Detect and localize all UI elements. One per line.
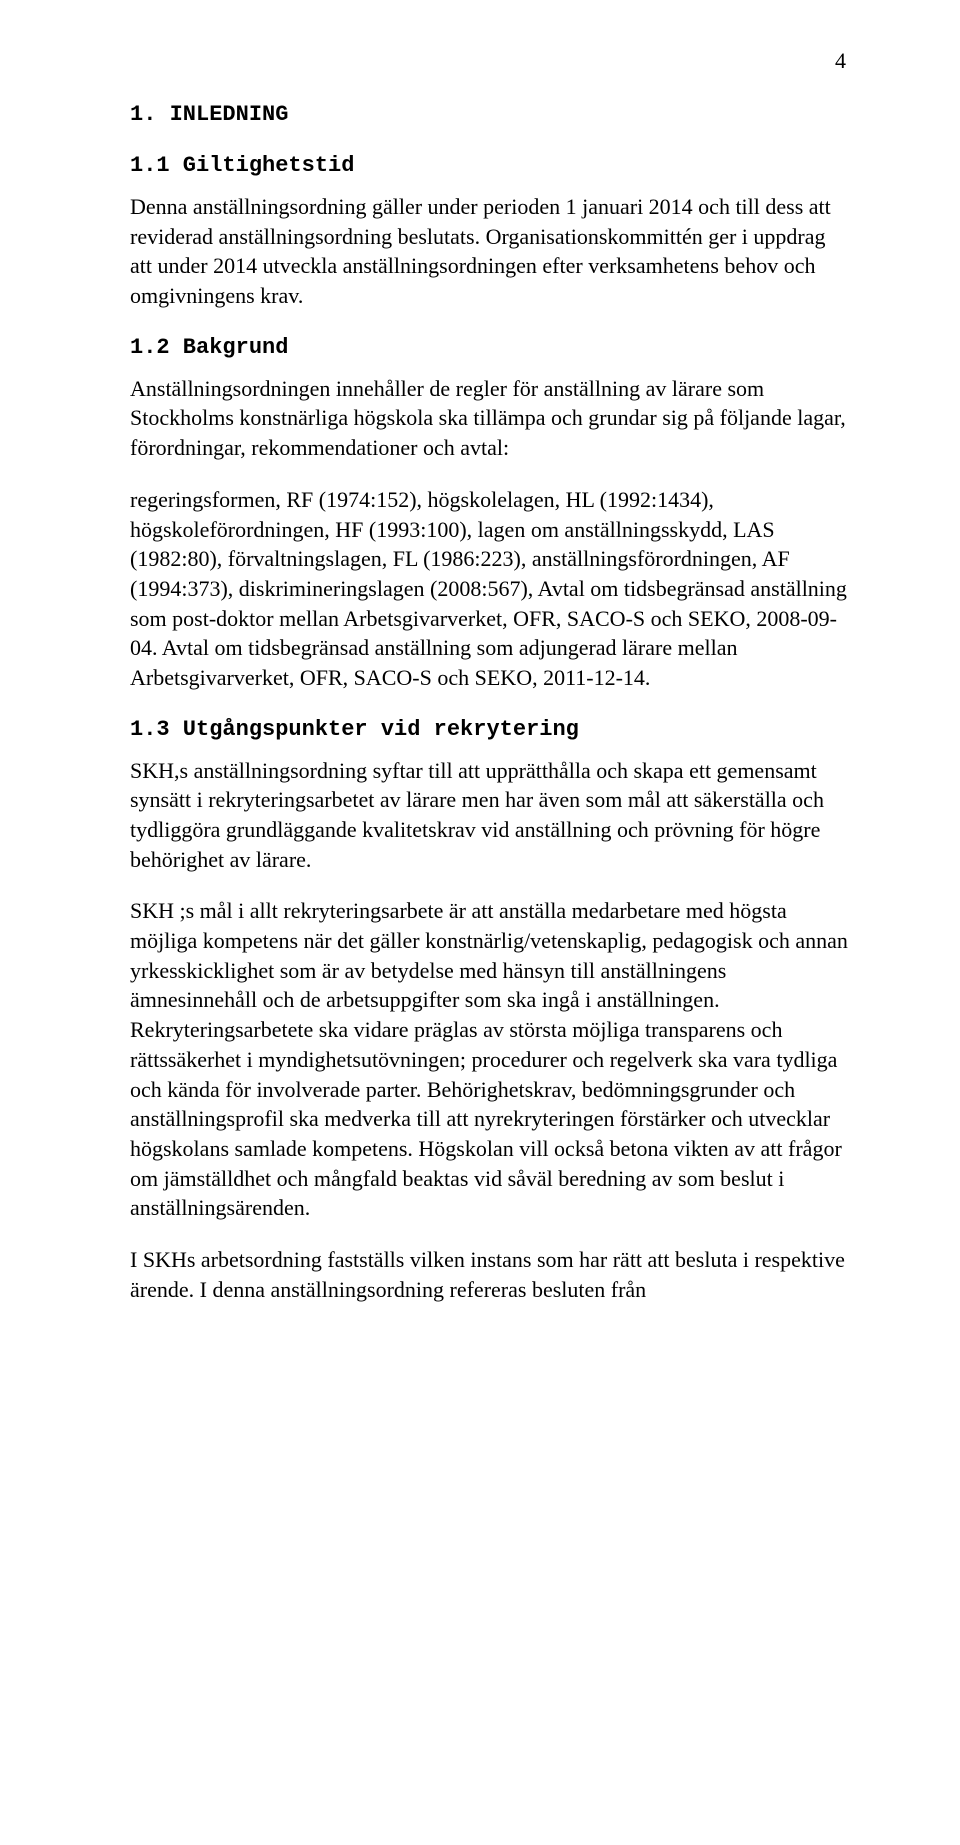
paragraph-giltighetstid: Denna anställningsordning gäller under p… (130, 192, 850, 311)
paragraph-bakgrund-lagar: regeringsformen, RF (1974:152), högskole… (130, 485, 850, 693)
paragraph-utgangspunkter-1: SKH,s anställningsordning syftar till at… (130, 756, 850, 875)
heading-1-2-bakgrund: 1.2 Bakgrund (130, 335, 850, 360)
heading-1-3-utgangspunkter: 1.3 Utgångspunkter vid rekrytering (130, 717, 850, 742)
paragraph-utgangspunkter-2: SKH ;s mål i allt rekryteringsarbete är … (130, 896, 850, 1223)
document-page: 4 1. INLEDNING 1.1 Giltighetstid Denna a… (0, 0, 960, 1845)
page-number: 4 (130, 48, 850, 74)
heading-1-1-giltighetstid: 1.1 Giltighetstid (130, 153, 850, 178)
paragraph-utgangspunkter-3: I SKHs arbetsordning fastställs vilken i… (130, 1245, 850, 1304)
paragraph-bakgrund-intro: Anställningsordningen innehåller de regl… (130, 374, 850, 463)
heading-1-inledning: 1. INLEDNING (130, 102, 850, 127)
